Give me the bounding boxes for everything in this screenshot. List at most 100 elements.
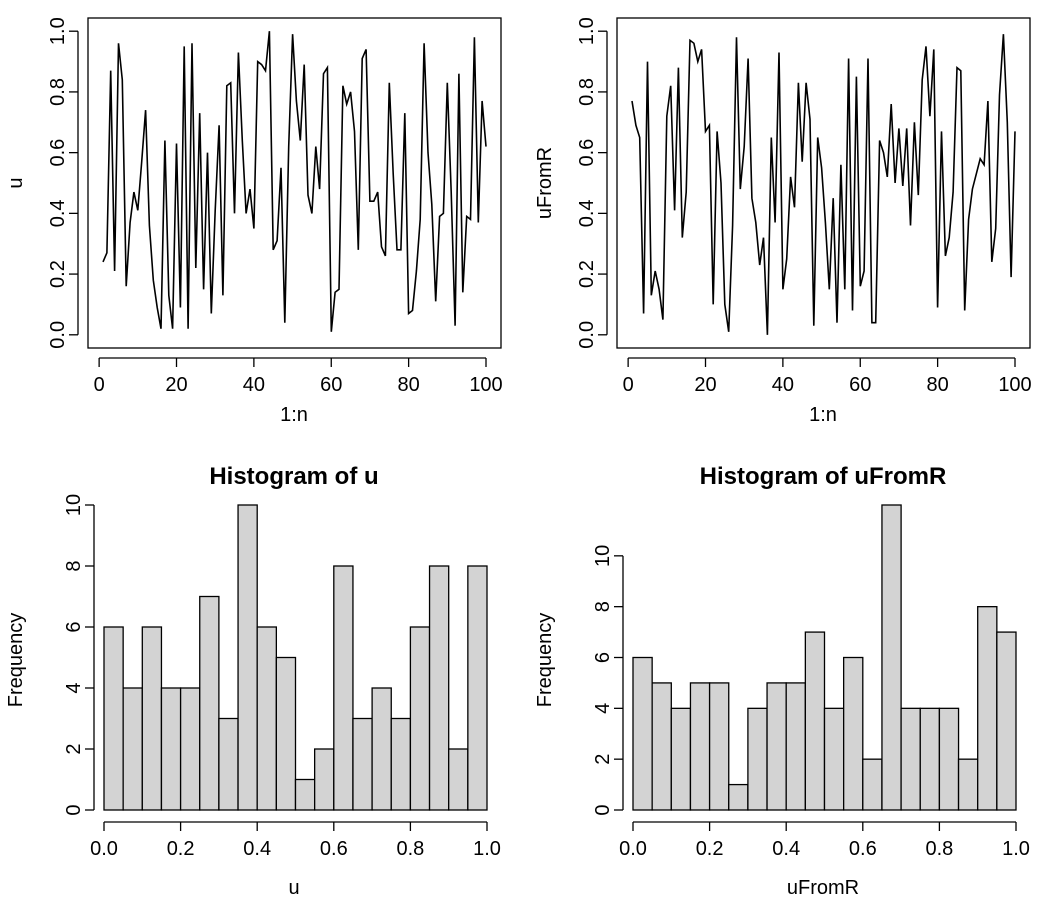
x-tick-label: 40: [772, 374, 794, 396]
x-tick-label: 0.6: [320, 838, 348, 860]
bars: [632, 504, 1017, 811]
y-tick-label: 0.8: [576, 78, 598, 106]
y-tick-label: 4: [63, 682, 85, 693]
y-tick-label: 6: [592, 652, 614, 663]
histogram-bar: [428, 565, 450, 811]
x-axis-label: uFromR: [787, 877, 859, 899]
x-tick-label: 0: [94, 374, 105, 396]
histogram-bar: [199, 595, 220, 811]
histogram-bar: [103, 626, 124, 811]
histogram-bar: [122, 687, 143, 811]
x-tick-label: 0.4: [772, 838, 800, 860]
histogram-bar: [804, 631, 826, 811]
y-tick-label: 0: [592, 804, 614, 815]
bars: [103, 504, 488, 811]
histogram-bar: [141, 626, 163, 811]
x-tick-label: 100: [469, 374, 502, 396]
panel-u-line: 0 20 40 60 80 100 0.0 0.2 0.4 0.6 0.8 1.0 1:n u: [5, 17, 503, 426]
panel-ufromr-histogram: Histogram of uFromR 0.0 0.2 0.4 0.6 0.8 1.0 0…: [534, 463, 1030, 899]
histogram-bar: [900, 707, 921, 811]
x-tick-label: 0.8: [925, 838, 953, 860]
histogram-bar: [823, 707, 845, 811]
y-tick-label: 0.6: [47, 139, 69, 167]
histogram-bar: [747, 707, 768, 811]
x-tick-label: 60: [849, 374, 871, 396]
histogram-bar: [766, 682, 787, 811]
y-axis-label: u: [5, 177, 27, 188]
x-axis: 0.0 0.2 0.4 0.6 0.8 1.0: [619, 821, 1030, 860]
y-tick-label: 0.2: [576, 260, 598, 288]
x-tick-label: 20: [165, 374, 187, 396]
x-tick-label: 0.8: [396, 838, 424, 860]
histogram-bar: [371, 687, 392, 811]
y-tick-label: 4: [592, 703, 614, 714]
histogram-bar: [632, 656, 653, 811]
panel-title: Histogram of u: [209, 463, 378, 490]
histogram-bar: [275, 656, 297, 811]
histogram-bar: [352, 717, 373, 811]
histogram-bar: [938, 707, 960, 811]
x-axis-label: u: [288, 877, 299, 899]
y-axis: 0.0 0.2 0.4 0.6 0.8 1.0: [576, 17, 608, 349]
x-tick-label: 0.0: [90, 838, 118, 860]
y-axis: 0 2 4 6 8 10: [592, 545, 624, 816]
x-tick-label: 1.0: [1002, 838, 1030, 860]
y-tick-label: 0.4: [47, 199, 69, 227]
y-axis-label: uFromR: [534, 147, 556, 219]
histogram-bar: [670, 707, 692, 811]
x-tick-label: 40: [243, 374, 265, 396]
plot-frame: [87, 17, 502, 349]
y-axis: 0 2 4 6 8 10: [63, 494, 95, 816]
histogram-bar: [313, 748, 335, 811]
x-tick-label: 100: [998, 374, 1031, 396]
x-tick-label: 0: [623, 374, 634, 396]
histogram-bar: [160, 687, 182, 811]
histogram-bar: [467, 565, 488, 811]
x-axis: 0 20 40 60 80 100: [623, 357, 1032, 396]
x-tick-label: 0.2: [696, 838, 724, 860]
panel-ufromr-line: 0 20 40 60 80 100 0.0 0.2 0.4 0.6 0.8 1.0 1:n uFro…: [534, 17, 1032, 426]
histogram-bar: [708, 682, 730, 811]
histogram-bar: [785, 682, 807, 811]
x-tick-label: 80: [927, 374, 949, 396]
y-tick-label: 0.0: [576, 321, 598, 349]
x-axis: 0 20 40 60 80 100: [94, 357, 503, 396]
y-tick-label: 2: [592, 754, 614, 765]
y-axis-label: Frequency: [5, 613, 27, 708]
y-tick-label: 0.6: [576, 139, 598, 167]
histogram-bar: [179, 687, 201, 811]
histogram-bar: [448, 748, 469, 811]
histogram-bar: [977, 606, 998, 811]
histogram-bar: [218, 717, 239, 811]
y-tick-label: 8: [63, 560, 85, 571]
y-tick-label: 6: [63, 621, 85, 632]
y-tick-label: 0.0: [47, 321, 69, 349]
x-tick-label: 0.4: [243, 838, 271, 860]
y-tick-label: 0.4: [576, 199, 598, 227]
histogram-bar: [294, 778, 316, 811]
panel-u-histogram: Histogram of u 0.0 0.2 0.4 0.6 0.8 1.0 0 2 4 6 8 1…: [5, 463, 501, 899]
series-line-u: [102, 31, 487, 332]
histogram-bar: [390, 717, 412, 811]
x-tick-label: 60: [320, 374, 342, 396]
histogram-bar: [237, 504, 258, 811]
x-tick-label: 80: [398, 374, 420, 396]
histogram-bar: [957, 758, 979, 811]
histogram-bar: [409, 626, 431, 811]
histogram-bar: [651, 682, 672, 811]
y-tick-label: 0.2: [47, 260, 69, 288]
x-axis: 0.0 0.2 0.4 0.6 0.8 1.0: [90, 821, 501, 860]
panel-title: Histogram of uFromR: [700, 463, 947, 490]
y-tick-label: 10: [63, 494, 85, 516]
histogram-bar: [843, 656, 864, 811]
y-tick-label: 1.0: [576, 17, 598, 45]
y-axis-label: Frequency: [534, 613, 556, 708]
y-tick-label: 0.8: [47, 78, 69, 106]
y-tick-label: 2: [63, 743, 85, 754]
x-tick-label: 0.2: [167, 838, 195, 860]
histogram-bar: [996, 631, 1017, 811]
histogram-bar: [881, 504, 902, 811]
histogram-bar: [333, 565, 354, 811]
series-line-ufromr: [631, 34, 1016, 335]
